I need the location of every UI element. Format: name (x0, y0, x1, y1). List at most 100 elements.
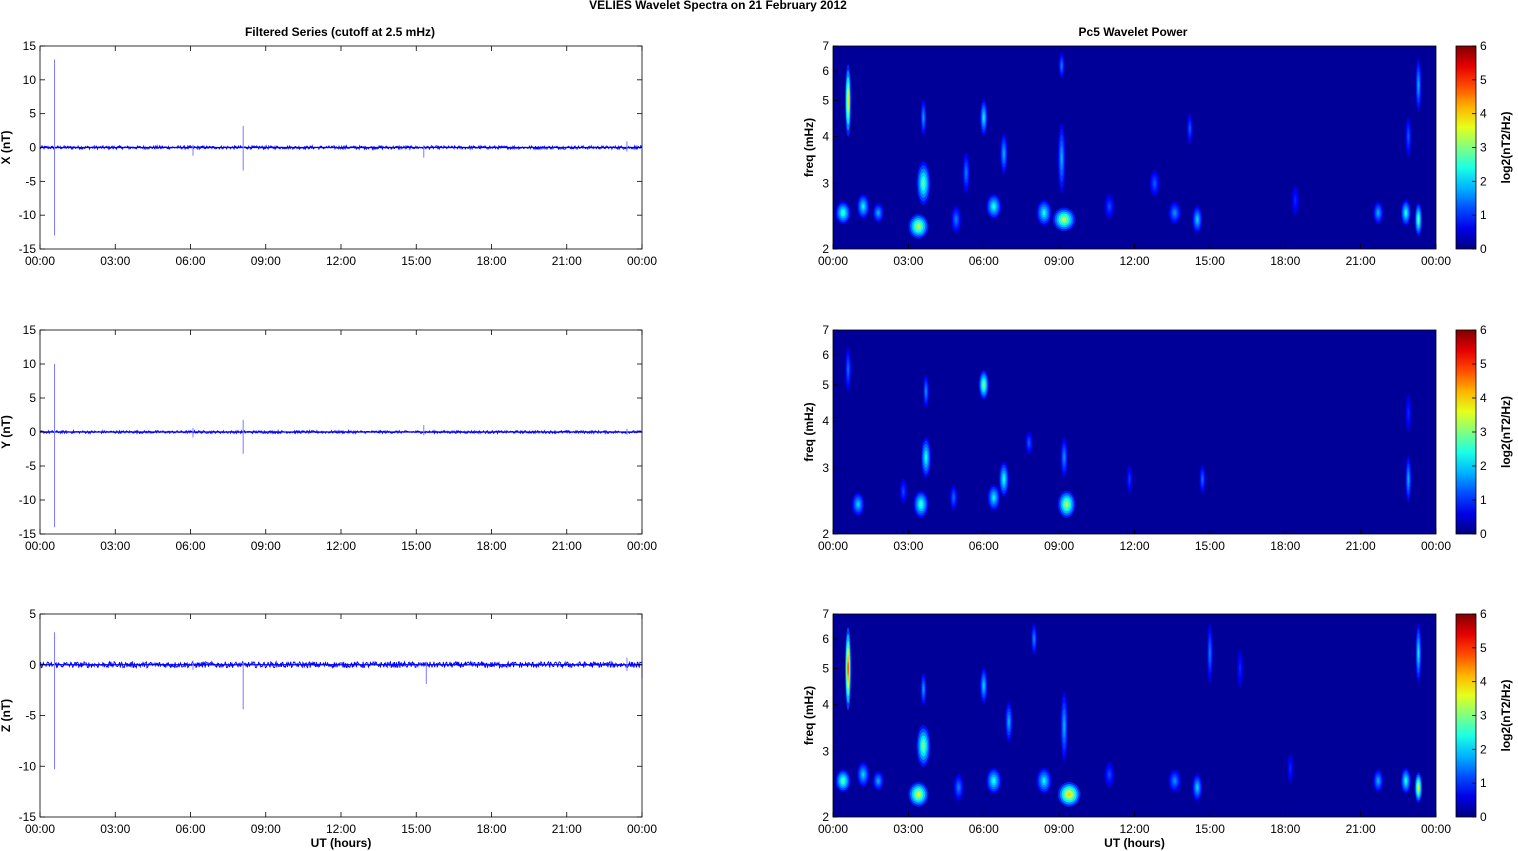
x-tick-label: 21:00 (552, 822, 582, 836)
power-blob (1057, 781, 1081, 807)
power-blob (1400, 767, 1411, 794)
power-contour (1407, 409, 1409, 417)
power-blob (1168, 201, 1181, 225)
y-tick-label: 5 (29, 391, 36, 405)
power-blob (1400, 199, 1411, 226)
colorbar-tick-label: 0 (1480, 242, 1487, 256)
power-blob (1414, 202, 1423, 237)
y-tick-label: -10 (19, 759, 37, 773)
y-tick-label: 5 (822, 662, 829, 676)
power-contour (847, 94, 849, 107)
power-contour (1417, 80, 1419, 90)
x-tick-label: 12:00 (1119, 539, 1149, 553)
colorbar-tick-label: 2 (1480, 459, 1487, 473)
power-contour (1062, 217, 1067, 222)
power-contour (1173, 210, 1176, 215)
power-blob (1104, 761, 1115, 787)
x-tick-label: 00:00 (627, 539, 657, 553)
power-contour (916, 792, 921, 797)
y-tick-label: 5 (822, 94, 829, 108)
power-blob (899, 478, 908, 504)
power-blob (1036, 199, 1052, 226)
y-tick-label: 4 (822, 414, 829, 428)
spectrogram-background (833, 330, 1436, 534)
x-tick-label: 03:00 (100, 822, 130, 836)
y-tick-label: 2 (822, 527, 829, 541)
y-tick-label: -5 (25, 709, 36, 723)
colorbar-tick-label: 5 (1480, 73, 1487, 87)
wavelet-power-field (835, 622, 1423, 807)
power-contour (1042, 778, 1046, 784)
figure-title: VELIES Wavelet Spectra on 21 February 20… (589, 0, 847, 12)
power-blob (908, 781, 929, 807)
power-blob (1373, 201, 1384, 225)
x-tick-label: 06:00 (969, 254, 999, 268)
x-tick-label: 15:00 (401, 254, 431, 268)
power-blob (1373, 769, 1384, 793)
spectrogram-panel-z: 2 3 4 5 6 7 00:00 03:00 06:00 09:00 12:00 15:00 18:0… (802, 607, 1513, 850)
power-contour (925, 454, 927, 461)
x-tick-label: 06:00 (969, 822, 999, 836)
power-contour (841, 778, 845, 783)
x-tick-label: 12:00 (1119, 822, 1149, 836)
x-tick-label: 00:00 (818, 254, 848, 268)
spectrogram-panel-x: 2 3 4 5 6 7 00:00 03:00 06:00 09:00 12:00 15:00 18:0… (802, 39, 1513, 268)
power-contour (1008, 718, 1010, 726)
colorbar-tick-label: 6 (1480, 607, 1487, 621)
power-contour (922, 686, 924, 693)
x-tick-label: 18:00 (476, 254, 506, 268)
colorbar: 0 1 2 3 4 5 6 log2(nT2/Hz) (1455, 323, 1513, 541)
y-tick-label: 6 (822, 632, 829, 646)
x-tick-label: 09:00 (1044, 254, 1074, 268)
power-contour (1417, 216, 1420, 223)
x-tick-label: 12:00 (326, 254, 356, 268)
x-tick-label: 03:00 (100, 539, 130, 553)
x-tick-label: 12:00 (326, 822, 356, 836)
power-contour (922, 742, 925, 750)
power-blob (962, 152, 970, 194)
power-blob (1192, 773, 1203, 801)
power-contour (1377, 778, 1380, 783)
power-blob (872, 203, 884, 223)
power-blob (872, 771, 884, 791)
power-contour (955, 217, 957, 222)
power-contour (857, 502, 860, 507)
x-tick-label: 00:00 (25, 254, 55, 268)
power-blob (1405, 393, 1412, 433)
x-tick-label: 06:00 (175, 539, 205, 553)
power-blob (835, 201, 851, 225)
colorbar: 0 1 2 3 4 5 6 log2(nT2/Hz) (1455, 607, 1513, 824)
y-tick-label: 0 (29, 658, 36, 672)
y-tick-label: 2 (822, 242, 829, 256)
y-tick-label: 10 (23, 357, 37, 371)
power-blob (1060, 691, 1068, 762)
power-blob (845, 346, 852, 392)
power-contour (1196, 217, 1199, 222)
power-contour (983, 114, 985, 121)
power-contour (1209, 648, 1211, 659)
power-blob (916, 161, 931, 206)
power-contour (1061, 152, 1063, 165)
power-blob (1126, 464, 1133, 494)
power-blob (908, 213, 929, 239)
power-blob (1168, 769, 1181, 793)
y-axis-label: X (nT) (0, 131, 13, 165)
colorbar-label: log2(nT2/Hz) (1499, 680, 1513, 752)
x-tick-label: 21:00 (1346, 539, 1376, 553)
colorbar-tick-label: 3 (1480, 141, 1487, 155)
y-tick-label: 15 (23, 39, 37, 53)
colorbar-tick-label: 4 (1480, 107, 1487, 121)
y-tick-label: 7 (822, 607, 829, 621)
power-blob (979, 667, 988, 704)
power-blob (835, 769, 851, 793)
x-tick-label: 15:00 (401, 539, 431, 553)
power-contour (1128, 476, 1130, 482)
x-tick-label: 06:00 (969, 539, 999, 553)
x-axis-label: UT (hours) (1104, 836, 1165, 850)
power-blob (1149, 169, 1160, 197)
power-contour (1065, 502, 1069, 507)
power-blob (922, 374, 929, 409)
y-tick-label: 6 (822, 348, 829, 362)
x-tick-label: 21:00 (1346, 254, 1376, 268)
power-blob (1031, 622, 1037, 656)
